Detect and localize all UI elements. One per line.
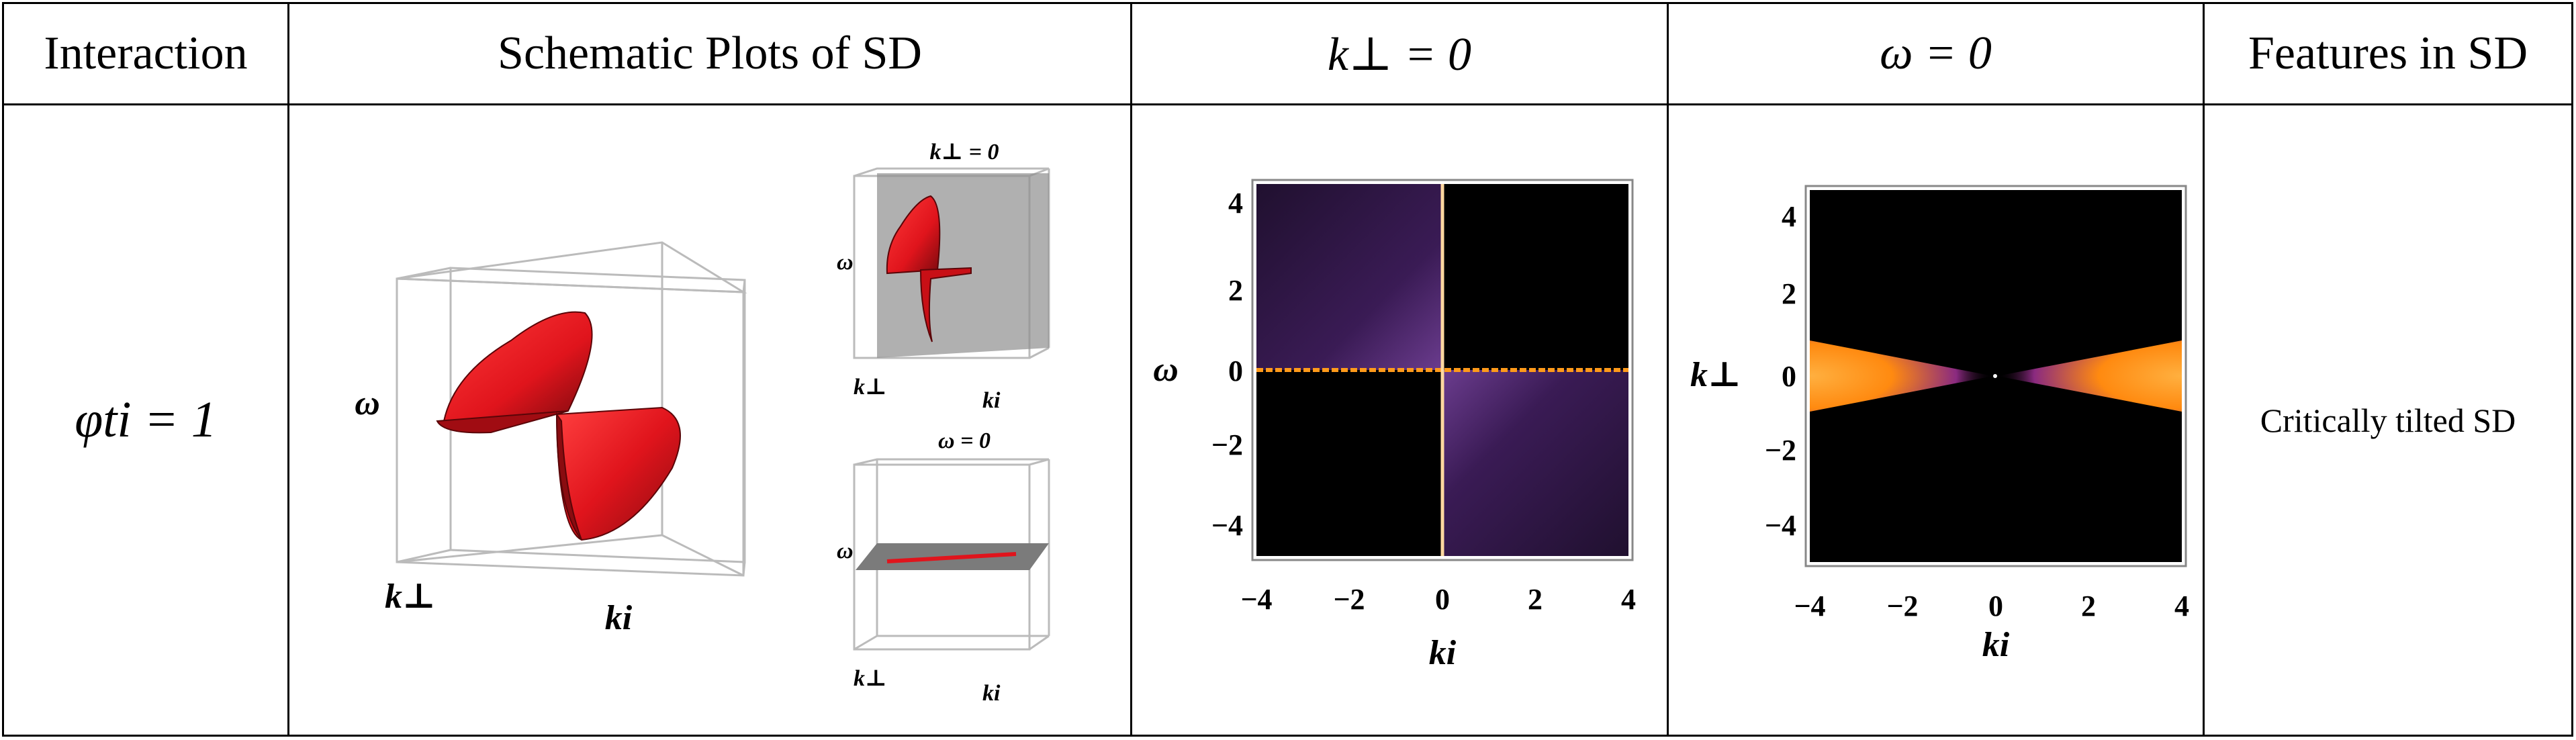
y-tick: 2 [1782, 277, 1796, 310]
header-omega-zero-text: ω = 0 [1880, 28, 1992, 79]
y-tick: −2 [1765, 434, 1796, 467]
inset-bottom-kperp: k⊥ [854, 666, 887, 691]
main-kperp-label: k⊥ [385, 577, 436, 616]
inset-bottom-line [886, 552, 1017, 563]
feature-text: Critically tilted SD [2260, 401, 2516, 439]
omega-zero-cell: −4 −2 0 2 4 4 2 0 −2 −4 ki k⊥ [1669, 105, 2203, 735]
inset-bottom-ki: ki [982, 681, 1001, 706]
x-tick: −4 [1794, 590, 1825, 622]
inset-top-omega: ω [837, 250, 854, 275]
y-tick: 4 [1782, 200, 1796, 233]
x-ticks: −4 −2 0 2 4 [1794, 590, 2189, 622]
y-axis-label: k⊥ [1690, 356, 1741, 394]
x-tick: 2 [2081, 590, 2096, 622]
plot-frame [1251, 179, 1634, 561]
inset-top-cones [886, 195, 972, 342]
quadrant-upper-left [1256, 184, 1442, 370]
y-tick: 2 [1228, 274, 1243, 307]
x-tick: −2 [1886, 590, 1918, 622]
quadrant-upper-right [1442, 184, 1628, 370]
main-3d-box [396, 241, 747, 577]
schematic-plots: ω k⊥ ki k⊥ = 0 ω k⊥ ki ω = 0 [355, 140, 1050, 706]
upper-cone [443, 311, 593, 422]
inset-top-lower-cone [919, 267, 972, 342]
x-ticks: −4 −2 0 2 4 [1240, 583, 1636, 616]
x-tick: 4 [1621, 583, 1636, 616]
y-ticks: 4 2 0 −2 −4 [1765, 200, 1796, 542]
column-divider [287, 4, 289, 735]
kperp-zero-cell: −4 −2 0 2 4 4 2 0 −2 −4 ki ω [1132, 105, 1667, 735]
center-point [1993, 374, 1997, 378]
y-tick: −2 [1211, 428, 1243, 461]
inset-top-upper-cone [886, 195, 941, 275]
header-omega-zero: ω = 0 [1669, 4, 2203, 103]
plot-frame [1804, 185, 2187, 567]
lower-cone-edge [555, 412, 582, 541]
heatmap-omega-zero: −4 −2 0 2 4 4 2 0 −2 −4 ki k⊥ [1690, 185, 2189, 664]
quadrant-lower-left [1256, 370, 1442, 556]
header-schematic: Schematic Plots of SD [498, 28, 922, 79]
header-kperp-zero: k⊥ = 0 [1132, 4, 1667, 103]
y-tick: 4 [1228, 187, 1243, 220]
x-tick: 0 [1435, 583, 1450, 616]
column-divider [1667, 4, 1669, 735]
inset-top-ki: ki [982, 388, 1001, 413]
header-features: Features in SD [2248, 28, 2528, 79]
header-divider [4, 103, 2571, 105]
x-tick: −4 [1240, 583, 1272, 616]
x-axis-label: ki [1982, 626, 2010, 664]
inset-top-title: k⊥ = 0 [929, 140, 999, 165]
y-tick: −4 [1211, 509, 1243, 542]
main-ki-label: ki [605, 599, 633, 637]
left-wedge [1810, 340, 1993, 412]
interaction-value: φti = 1 [4, 105, 287, 735]
x-axis-label: ki [1429, 634, 1457, 672]
x-tick: −2 [1333, 583, 1365, 616]
y-tick: 0 [1228, 355, 1243, 387]
x-tick: 4 [2174, 590, 2189, 622]
inset-top-kperp: k⊥ [854, 375, 887, 400]
header-kperp-zero-text: k⊥ = 0 [1327, 28, 1472, 81]
y-tick: 0 [1782, 360, 1796, 393]
inset-bottom-omega: ω [837, 539, 854, 563]
inset-bottom-title: ω = 0 [938, 428, 991, 453]
right-wedge [1997, 340, 2182, 412]
column-divider [2203, 4, 2205, 735]
header-interaction: Interaction [44, 28, 248, 79]
main-omega-label: ω [355, 384, 380, 422]
x-tick: 0 [1988, 590, 2003, 622]
y-axis-label: ω [1153, 351, 1179, 389]
column-divider [1130, 4, 1132, 735]
lower-cone [555, 406, 681, 541]
x-tick: 2 [1528, 583, 1543, 616]
schematic-cell: ω k⊥ ki k⊥ = 0 ω k⊥ ki ω = 0 [289, 105, 1130, 735]
inset-bottom-box [853, 458, 1050, 651]
upper-cone-edge [436, 410, 569, 434]
quadrant-lower-right [1442, 370, 1628, 556]
y-ticks: 4 2 0 −2 −4 [1211, 187, 1243, 542]
main-cones [436, 311, 681, 541]
heatmap-kperp-zero: −4 −2 0 2 4 4 2 0 −2 −4 ki ω [1153, 179, 1636, 672]
interaction-value-text: φti = 1 [75, 391, 217, 448]
y-tick: −4 [1765, 509, 1796, 542]
